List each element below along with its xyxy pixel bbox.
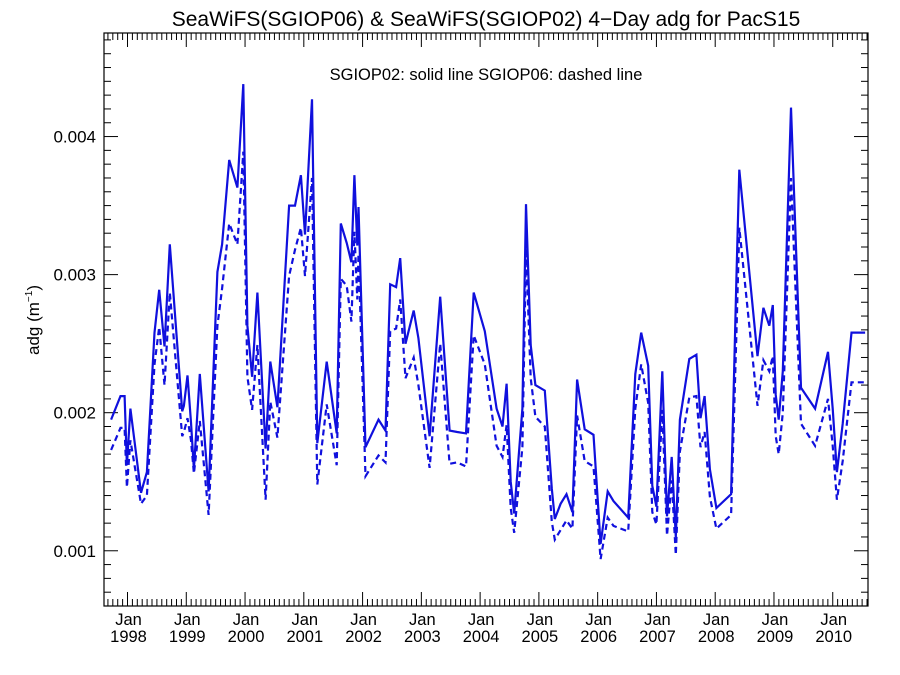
x-tick-month-label: Jan (762, 611, 789, 629)
y-axis-label: adg (m−1) (24, 285, 43, 355)
x-tick-year-label: 2009 (757, 628, 794, 646)
y-tick-label: 0.001 (53, 542, 96, 561)
x-tick-month-label: Jan (585, 611, 612, 629)
x-tick-month-label: Jan (292, 611, 319, 629)
x-tick-year-label: 2010 (815, 628, 852, 646)
x-tick-month-label: Jan (350, 611, 377, 629)
x-tick-year-label: 2003 (404, 628, 441, 646)
x-tick-month-label: Jan (409, 611, 436, 629)
x-tick-month-label: Jan (233, 611, 260, 629)
y-axis-label-close: ) (24, 285, 43, 291)
y-axis-label-text: adg (m (24, 302, 43, 355)
y-tick-label: 0.004 (53, 128, 96, 147)
x-tick-year-label: 2002 (345, 628, 382, 646)
x-tick-year-label: 1999 (169, 628, 206, 646)
y-tick-label: 0.003 (53, 266, 96, 285)
x-tick-year-label: 2005 (522, 628, 559, 646)
series-lines (110, 84, 866, 560)
line-style-annotation: SGIOP02: solid line SGIOP06: dashed line (330, 66, 643, 84)
axis-ticks: 0.0010.0020.0030.004Jan1998Jan1999Jan200… (53, 33, 868, 646)
x-tick-year-label: 2008 (698, 628, 735, 646)
series-sgiop02-solid-line (110, 84, 866, 545)
x-tick-year-label: 2007 (639, 628, 676, 646)
chart-title: SeaWiFS(SGIOP06) & SeaWiFS(SGIOP02) 4−Da… (172, 8, 801, 31)
x-tick-year-label: 2001 (286, 628, 323, 646)
x-tick-month-label: Jan (703, 611, 730, 629)
x-tick-month-label: Jan (115, 611, 142, 629)
x-tick-month-label: Jan (468, 611, 495, 629)
y-axis-label-superscript: −1 (24, 290, 35, 302)
series-sgiop06-dashed-line (110, 151, 866, 560)
x-tick-month-label: Jan (820, 611, 847, 629)
y-tick-label: 0.002 (53, 404, 96, 423)
x-tick-month-label: Jan (644, 611, 671, 629)
plot-frame (103, 32, 869, 607)
x-tick-year-label: 1998 (110, 628, 147, 646)
x-tick-year-label: 2004 (463, 628, 500, 646)
x-tick-year-label: 2000 (228, 628, 265, 646)
x-tick-month-label: Jan (527, 611, 554, 629)
x-tick-month-label: Jan (174, 611, 201, 629)
x-tick-year-label: 2006 (580, 628, 617, 646)
